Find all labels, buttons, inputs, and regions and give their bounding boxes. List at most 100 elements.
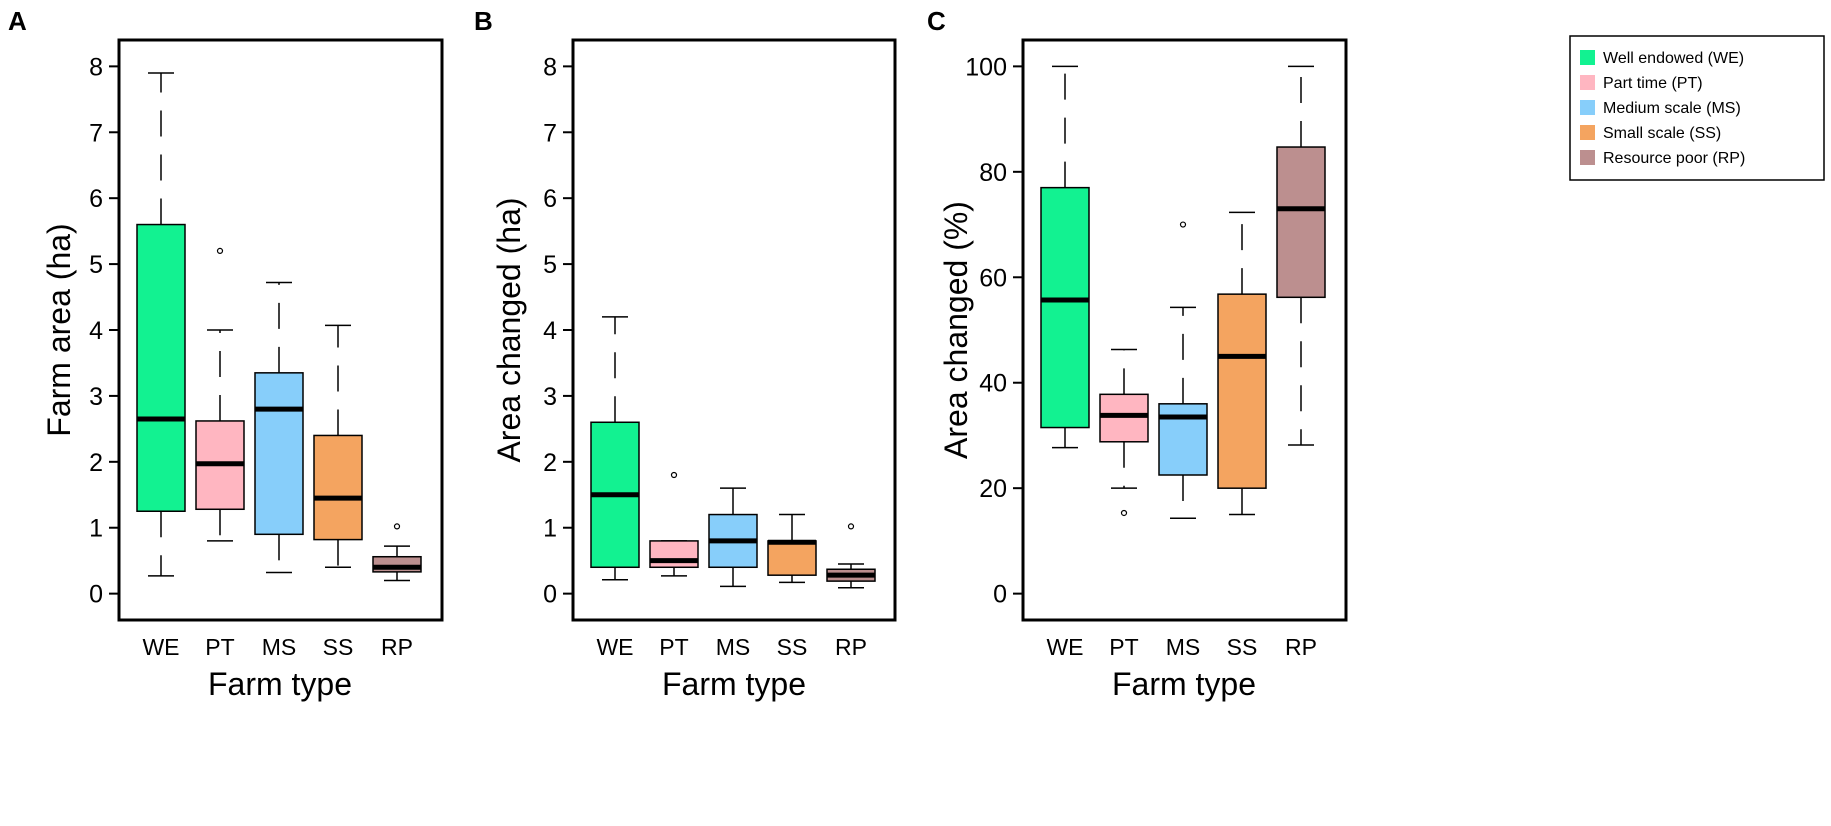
x-axis-b: WE PT MS SS RP [596,634,867,660]
legend-label: Part time (PT) [1603,75,1703,92]
x-category-label: MS [1166,634,1201,660]
x-category-label: PT [1109,634,1138,660]
y-tick-label: 100 [965,53,1007,81]
box-pt [195,247,245,542]
iqr-box [1276,146,1326,299]
y-tick-label: 80 [979,159,1007,187]
y-tick-label: 60 [979,264,1007,292]
legend-swatch [1580,125,1595,140]
y-tick-label: 1 [543,515,557,543]
y-tick-label: 6 [89,185,103,213]
y-tick-label: 0 [543,581,557,609]
y-axis-title-c: Area changed (%) [938,201,974,459]
x-category-label: PT [659,634,688,660]
outlier-point [1179,221,1187,228]
y-tick-label: 8 [89,53,103,81]
iqr-box [1040,186,1090,429]
y-tick-label: 8 [543,53,557,81]
outlier-point [1120,509,1128,517]
box-ss [1217,211,1267,516]
y-tick-label: 2 [89,449,103,477]
y-tick-label: 3 [543,383,557,411]
y-axis-a: 0 1 2 3 4 5 6 7 8 [89,53,119,609]
y-tick-label: 40 [979,370,1007,398]
iqr-box [1158,403,1208,476]
box-ss [767,513,817,584]
panel-letter-a: A [8,6,27,36]
x-category-label: MS [716,634,751,660]
y-tick-label: 0 [993,581,1007,609]
panel-b: B 0 1 2 3 4 5 6 7 8 WE PT MS SS RP Farm type Area ch… [474,6,897,702]
legend-label: Medium scale (MS) [1603,100,1741,117]
y-tick-label: 4 [89,317,103,345]
box-we [590,316,640,581]
iqr-box [649,540,699,569]
x-category-label: RP [835,634,867,660]
legend-label: Well endowed (WE) [1603,50,1744,67]
x-category-label: RP [381,634,413,660]
y-tick-label: 3 [89,383,103,411]
x-category-label: SS [1227,634,1258,660]
legend-swatch [1580,100,1595,115]
y-tick-label: 2 [543,449,557,477]
iqr-box [136,223,186,513]
legend-swatch [1580,150,1595,165]
panel-a: A 0 1 2 3 4 5 6 7 8 WE PT MS SS RP Farm type Farm ar… [8,6,444,702]
y-tick-label: 4 [543,317,557,345]
box-pt [1099,348,1149,517]
panel-letter-c: C [927,6,946,36]
iqr-box [254,372,304,536]
y-tick-label: 7 [543,119,557,147]
y-tick-label: 0 [89,581,103,609]
y-tick-label: 5 [543,251,557,279]
x-category-label: MS [262,634,297,660]
legend-label: Resource poor (RP) [1603,150,1745,167]
legend-box [1569,35,1825,181]
outlier-point [847,523,855,530]
x-category-label: WE [142,634,179,660]
box-pt [649,471,699,577]
panel-c: C 0 20 40 60 80 100 WE PT MS SS RP Farm type Area… [927,6,1348,702]
legend-label: Small scale (SS) [1603,125,1721,142]
box-ss [313,324,363,569]
box-ms [708,487,758,588]
iqr-box [767,540,817,576]
outlier-point [393,523,401,530]
x-category-label: RP [1285,634,1317,660]
outlier-point [670,471,678,479]
box-we [1040,65,1090,449]
legend-swatch [1580,50,1595,65]
y-tick-label: 5 [89,251,103,279]
plot-frame-c [1021,38,1348,622]
iqr-box [1099,393,1149,443]
x-axis-a: WE PT MS SS RP [142,634,413,660]
y-axis-title-a: Farm area (ha) [41,223,77,436]
x-axis-title-b: Farm type [662,666,806,702]
box-ms [1158,221,1208,519]
x-category-label: WE [596,634,633,660]
x-axis-title-a: Farm type [208,666,352,702]
outlier-point [216,247,224,255]
box-rp [826,523,876,589]
x-category-label: PT [205,634,234,660]
x-axis-c: WE PT MS SS RP [1046,634,1317,660]
y-tick-label: 7 [89,119,103,147]
boxes-c [1040,65,1326,519]
y-axis-b: 0 1 2 3 4 5 6 7 8 [543,53,573,609]
y-axis-c: 0 20 40 60 80 100 [965,53,1023,609]
y-tick-label: 20 [979,475,1007,503]
x-category-label: WE [1046,634,1083,660]
iqr-box [313,434,363,541]
box-rp [372,523,422,582]
boxes-b [590,316,876,589]
box-we [136,72,186,577]
legend-items: Well endowed (WE) Part time (PT) Medium sc… [1580,50,1745,167]
legend: Well endowed (WE) Part time (PT) Medium sc… [1569,35,1825,181]
y-tick-label: 1 [89,515,103,543]
boxes-a [136,72,422,582]
box-ms [254,281,304,574]
x-category-label: SS [777,634,808,660]
y-axis-title-b: Area changed (ha) [491,197,527,462]
legend-swatch [1580,75,1595,90]
